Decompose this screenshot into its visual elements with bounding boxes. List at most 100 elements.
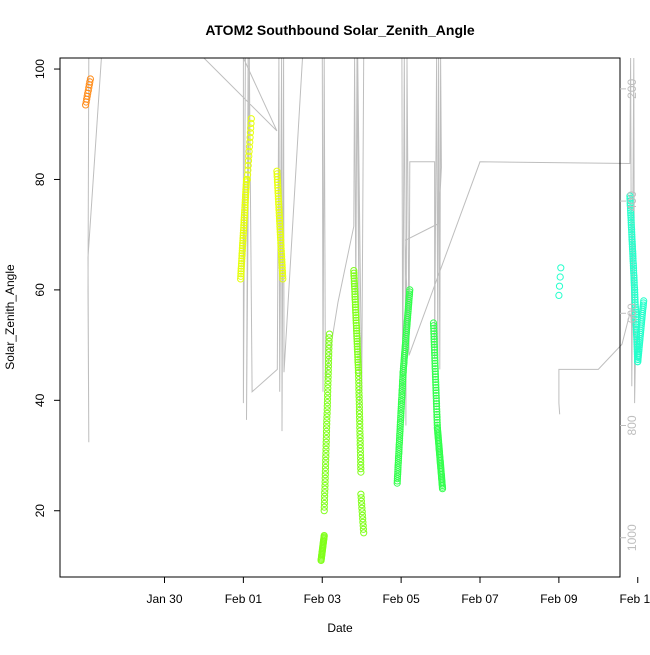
data-point: [398, 384, 406, 393]
data-point: [325, 330, 333, 338]
data-point: [432, 394, 440, 402]
data-point: [277, 239, 285, 247]
data-point: [355, 382, 363, 390]
data-point: [356, 447, 364, 456]
data-point: [237, 275, 245, 283]
data-point: [276, 233, 285, 241]
data-point: [628, 243, 637, 251]
data-point: [321, 467, 329, 475]
data-point: [353, 345, 361, 353]
x-tick-label: Feb 03: [304, 592, 342, 606]
data-point: [276, 217, 284, 225]
data-point: [628, 226, 636, 234]
data-point: [356, 434, 364, 442]
data-point: [355, 389, 363, 397]
data-point: [239, 239, 247, 247]
data-point: [393, 475, 401, 483]
data-point: [275, 203, 283, 211]
data-point: [629, 262, 638, 270]
data-point: [274, 189, 282, 197]
data-point: [324, 391, 332, 399]
data-point: [276, 220, 284, 228]
data-point: [356, 420, 364, 428]
data-point: [244, 157, 253, 165]
data-point: [241, 206, 249, 214]
data-point: [430, 332, 438, 341]
data-point: [323, 420, 331, 428]
data-point: [274, 184, 282, 192]
data-point: [393, 477, 401, 485]
data-point: [274, 181, 282, 189]
data-point: [356, 427, 364, 435]
data-point: [323, 402, 331, 410]
data-point: [356, 437, 364, 445]
data-point: [357, 494, 365, 502]
data-point: [631, 293, 639, 301]
data-point: [237, 267, 245, 275]
data-point: [430, 343, 438, 351]
data-point: [397, 414, 405, 422]
data-point: [276, 225, 284, 233]
data-point: [351, 295, 359, 303]
data-point: [396, 430, 404, 438]
data-point: [275, 214, 284, 222]
data-point: [240, 224, 248, 232]
data-point: [242, 191, 250, 199]
data-point: [396, 418, 404, 426]
data-point: [357, 497, 365, 505]
y-tick-label: 80: [33, 172, 47, 186]
data-point: [323, 424, 331, 432]
data-point: [276, 228, 284, 236]
data-point: [629, 252, 637, 260]
data-point: [276, 231, 284, 239]
data-point: [352, 311, 360, 319]
x-tick-label: Feb 07: [461, 592, 499, 606]
data-point: [239, 237, 247, 245]
data-point: [238, 249, 246, 257]
data-point: [397, 409, 405, 417]
data-point: [278, 255, 286, 264]
data-point: [325, 348, 333, 356]
data-point: [247, 119, 255, 128]
data-point: [273, 175, 281, 184]
data-point: [358, 508, 366, 516]
data-point: [398, 387, 406, 395]
y-tick-label: 60: [33, 283, 47, 297]
data-point: [431, 351, 439, 359]
data-point: [393, 472, 402, 480]
data-point: [395, 441, 403, 449]
data-point: [278, 258, 286, 266]
data-point: [626, 194, 634, 202]
data-point: [321, 485, 329, 493]
data-point: [237, 265, 245, 273]
data-point: [359, 515, 367, 523]
data-point: [353, 335, 361, 343]
data-point: [630, 283, 639, 292]
data-point: [239, 234, 247, 242]
data-point: [321, 489, 329, 497]
data-point: [354, 361, 362, 369]
data-point: [397, 405, 405, 413]
data-point: [355, 379, 363, 387]
data-point: [321, 492, 329, 500]
data-point: [432, 386, 440, 394]
data-point: [628, 235, 636, 243]
data-point: [394, 466, 402, 474]
data-point: [355, 403, 363, 411]
data-point: [358, 511, 366, 519]
data-point: [322, 435, 330, 443]
data-point: [355, 386, 363, 394]
data-point: [632, 308, 640, 316]
points-layer: [82, 75, 648, 565]
data-point: [430, 338, 438, 346]
data-point: [325, 341, 333, 349]
data-point: [277, 244, 285, 253]
data-point: [631, 291, 639, 299]
data-point: [357, 465, 365, 473]
data-point: [274, 186, 282, 195]
data-point: [237, 260, 246, 268]
data-point: [393, 479, 401, 487]
data-point: [355, 410, 364, 418]
data-point: [396, 423, 404, 431]
